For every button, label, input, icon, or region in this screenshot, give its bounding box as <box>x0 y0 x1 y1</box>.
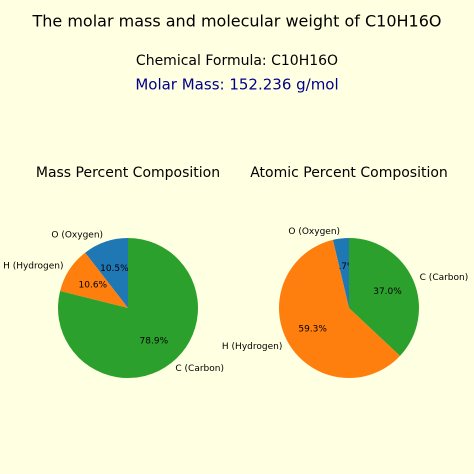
pie-slice <box>58 238 198 379</box>
pie-slice <box>60 252 128 308</box>
percent-label: 10.5% <box>100 264 129 274</box>
figure-title: The molar mass and molecular weight of C… <box>31 12 441 31</box>
percent-label: 78.9% <box>140 337 169 347</box>
slice-label: H (Hydrogen) <box>222 342 282 352</box>
molar-mass: Molar Mass: 152.236 g/mol <box>135 76 338 94</box>
slice-label: C (Carbon) <box>175 364 224 374</box>
pie-slice <box>332 238 349 308</box>
pie-slice <box>279 239 401 378</box>
slice-label: H (Hydrogen) <box>3 261 63 271</box>
percent-label: 10.6% <box>79 281 108 291</box>
formula: Chemical Formula: C10H16O <box>136 53 338 69</box>
slice-label: O (Oxygen) <box>51 231 103 241</box>
pie-title: Mass Percent Composition <box>36 165 220 181</box>
pie-slice <box>85 238 128 308</box>
pie-title: Atomic Percent Composition <box>250 165 448 181</box>
slice-label: O (Oxygen) <box>288 227 340 237</box>
percent-label: 3.7% <box>333 262 356 272</box>
slice-label: C (Carbon) <box>420 273 469 283</box>
percent-label: 37.0% <box>373 287 402 297</box>
percent-label: 59.3% <box>298 325 327 335</box>
pie-slice <box>349 238 419 356</box>
